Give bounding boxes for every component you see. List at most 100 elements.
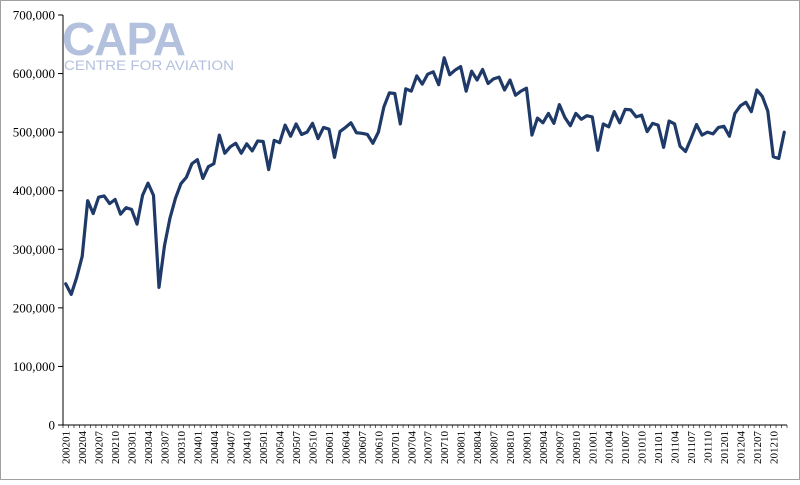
x-tick-label: 200204 xyxy=(77,431,89,465)
data-point xyxy=(328,128,330,131)
x-tick-label: 200901 xyxy=(521,431,533,464)
data-point xyxy=(119,213,122,215)
x-tick-label: 201107 xyxy=(686,431,698,464)
capa-logo: CAPA CENTRE FOR AVIATION xyxy=(62,13,234,73)
data-point xyxy=(432,71,435,73)
x-tick-label: 201201 xyxy=(719,431,731,464)
data-point xyxy=(372,142,374,145)
x-tick-label: 201001 xyxy=(587,431,599,464)
data-point xyxy=(405,88,407,90)
data-point xyxy=(503,89,506,91)
data-point xyxy=(492,78,495,80)
data-point xyxy=(640,114,643,116)
data-point xyxy=(679,145,681,147)
x-tick-label: 200201 xyxy=(61,431,73,464)
data-point xyxy=(553,122,555,125)
data-point xyxy=(459,65,462,68)
data-point xyxy=(635,116,637,118)
data-point xyxy=(300,133,303,136)
data-point xyxy=(651,122,654,125)
data-point xyxy=(366,133,369,136)
data-point xyxy=(454,69,456,71)
data-point xyxy=(224,152,226,155)
logo-wordmark: CAPA xyxy=(62,13,185,65)
data-point xyxy=(295,123,297,125)
data-point xyxy=(218,134,221,136)
data-point xyxy=(180,182,182,185)
data-point xyxy=(613,110,616,113)
x-tick-label: 200504 xyxy=(275,431,287,465)
data-point xyxy=(174,197,177,200)
data-point xyxy=(245,143,248,145)
data-point xyxy=(470,70,473,73)
x-tick-label: 201004 xyxy=(604,431,616,465)
x-tick-label: 200507 xyxy=(291,431,303,465)
data-point xyxy=(196,158,199,161)
x-tick-label: 200904 xyxy=(538,431,550,465)
data-point xyxy=(750,110,753,113)
x-tick-label: 201104 xyxy=(670,431,682,464)
data-point xyxy=(147,182,149,184)
x-tick-label: 200207 xyxy=(94,431,106,465)
data-point xyxy=(388,92,391,94)
data-point xyxy=(410,90,413,92)
data-point xyxy=(536,117,539,119)
data-point xyxy=(152,194,155,197)
data-point xyxy=(690,137,692,140)
x-tick-label: 201101 xyxy=(653,431,665,464)
data-point xyxy=(306,131,308,133)
data-point xyxy=(706,131,709,133)
data-point xyxy=(465,90,467,92)
y-axis-ticks: 0 100,000 200,000 300,000 400,000 500,000 600,… xyxy=(13,8,63,433)
data-point xyxy=(761,95,764,98)
x-tick-label: 201010 xyxy=(637,431,649,465)
data-point xyxy=(415,75,418,77)
x-tick-label: 200701 xyxy=(390,431,402,464)
data-point xyxy=(437,83,440,86)
data-point xyxy=(586,114,588,117)
x-tick-label: 200501 xyxy=(258,431,270,464)
data-point xyxy=(695,123,698,126)
data-point xyxy=(476,79,478,81)
data-point xyxy=(421,83,424,85)
data-point xyxy=(169,217,171,220)
data-point xyxy=(284,124,286,126)
data-point xyxy=(141,194,144,197)
data-point xyxy=(783,131,786,133)
x-tick-label: 200401 xyxy=(192,431,204,464)
data-point xyxy=(673,123,676,125)
x-tick-label: 200807 xyxy=(489,431,501,465)
x-tick-label: 200510 xyxy=(308,431,320,465)
y-tick-label: 100,000 xyxy=(13,359,55,374)
data-point xyxy=(377,131,380,133)
data-point xyxy=(240,152,243,155)
x-tick-label: 200707 xyxy=(423,431,435,465)
data-point xyxy=(509,79,511,81)
data-point xyxy=(514,94,517,97)
data-point xyxy=(317,137,319,140)
data-point xyxy=(618,121,621,124)
data-point xyxy=(448,73,451,76)
data-point xyxy=(202,177,204,180)
data-point xyxy=(108,202,111,205)
x-tick-label: 200307 xyxy=(159,431,171,465)
y-tick-label: 500,000 xyxy=(13,125,55,140)
y-tick-label: 0 xyxy=(49,418,56,433)
data-point xyxy=(278,141,281,144)
data-point xyxy=(662,146,665,149)
data-point xyxy=(684,150,687,153)
x-tick-label: 200310 xyxy=(176,431,188,465)
data-point xyxy=(322,126,325,129)
data-point xyxy=(542,121,544,124)
data-point xyxy=(580,118,583,121)
x-tick-label: 200601 xyxy=(324,431,336,464)
data-point xyxy=(575,112,577,115)
data-point xyxy=(607,126,610,128)
data-point xyxy=(97,196,100,198)
data-point xyxy=(734,112,736,115)
data-point xyxy=(767,110,769,112)
data-point xyxy=(487,82,489,85)
data-point xyxy=(394,92,396,95)
